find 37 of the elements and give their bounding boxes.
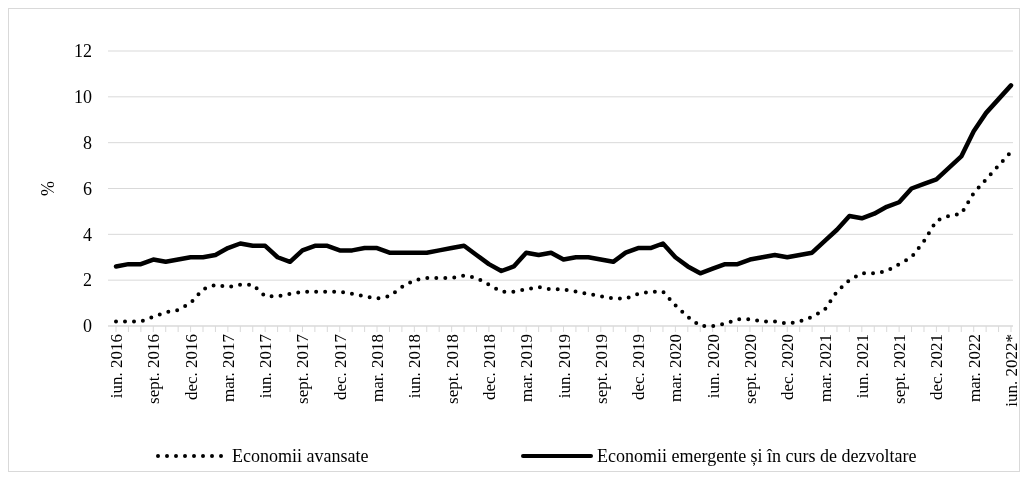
x-tick-label: sept. 2019: [591, 334, 611, 404]
x-tick-label: dec. 2017: [330, 333, 350, 401]
y-tick-label: 0: [83, 316, 92, 337]
x-tick-label: iun. 2018: [405, 334, 425, 399]
legend-label: Economii avansate: [232, 446, 369, 467]
x-tick-label: dec. 2018: [479, 334, 499, 401]
y-tick-label: 12: [74, 41, 92, 62]
x-tick-label: mar. 2019: [517, 334, 537, 402]
x-tick-label: iun. 2022*: [1002, 334, 1021, 407]
y-tick-label: 10: [74, 87, 92, 108]
x-tick-label: iun. 2016: [107, 334, 126, 399]
x-tick-label: sept. 2018: [442, 334, 462, 404]
x-tick-label: sept. 2017: [293, 333, 313, 404]
x-tick-label: sept. 2020: [740, 334, 760, 404]
y-tick-label: 8: [83, 132, 92, 153]
line-series: [114, 149, 1013, 328]
x-tick-label: mar. 2018: [368, 334, 388, 402]
x-tick-label: iun. 2020: [703, 334, 723, 399]
x-tick-label: mar. 2022: [964, 334, 984, 402]
x-tick-label: iun. 2021: [852, 334, 872, 399]
x-tick-label: mar. 2017: [218, 333, 238, 402]
line-series: [113, 83, 1014, 276]
x-tick-label: dec. 2021: [927, 334, 947, 401]
x-tick-label: mar. 2021: [815, 334, 835, 402]
x-tick-label: sept. 2021: [890, 334, 910, 404]
y-tick-label: 2: [83, 270, 92, 291]
x-tick-label: iun. 2019: [554, 334, 574, 399]
y-tick-label: 4: [83, 224, 92, 245]
x-tick-label: sept. 2016: [144, 334, 164, 404]
legend-label: Economii emergente și în curs de dezvoltare: [597, 446, 917, 467]
x-tick-label: dec. 2019: [629, 334, 649, 401]
x-tick-label: dec. 2020: [778, 334, 798, 401]
y-axis-title: %: [38, 181, 58, 196]
x-tick-label: mar. 2020: [666, 334, 686, 402]
y-tick-label: 6: [83, 178, 92, 199]
x-tick-label: iun. 2017: [256, 333, 276, 399]
x-tick-label: dec. 2016: [181, 334, 201, 401]
